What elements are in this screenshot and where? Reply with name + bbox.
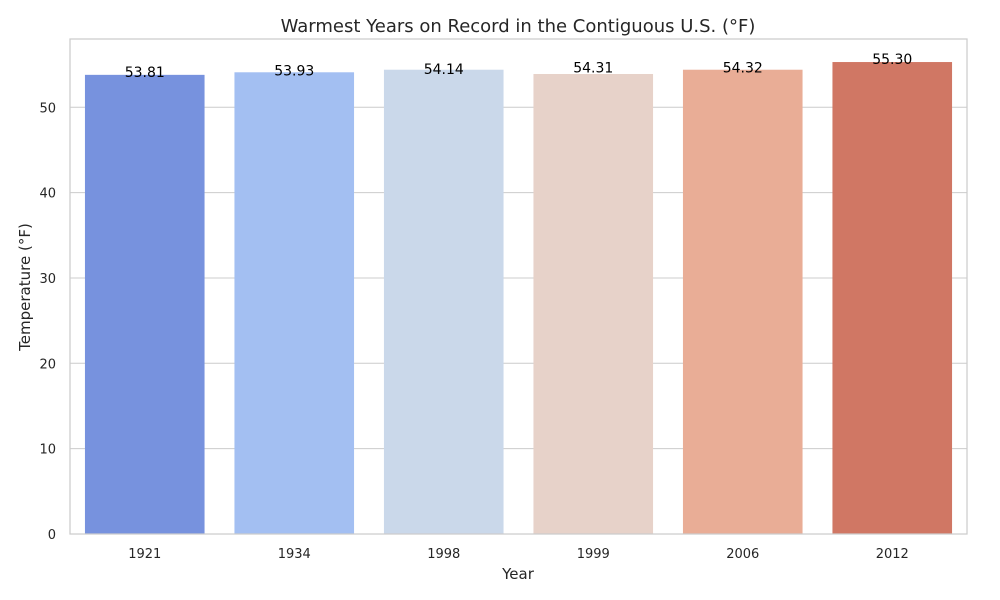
x-tick-label: 1934	[278, 547, 311, 562]
value-label: 53.81	[125, 65, 165, 81]
value-label: 54.32	[723, 60, 763, 76]
bars	[84, 62, 953, 535]
bar-1934	[234, 72, 355, 534]
x-tick-labels: 1921 1934 1998 1999 2006 2012	[128, 547, 909, 562]
x-tick-label: 1999	[577, 547, 610, 562]
chart-title: Warmest Years on Record in the Contiguou…	[281, 16, 756, 37]
x-tick-label: 2006	[726, 547, 759, 562]
x-tick-label: 1921	[128, 547, 161, 562]
bar-2006	[682, 69, 803, 535]
y-tick-label: 0	[48, 528, 56, 543]
value-label: 53.93	[274, 64, 314, 80]
y-axis-label: Temperature (°F)	[16, 223, 34, 352]
bar-1999	[533, 73, 654, 534]
value-label: 54.31	[573, 60, 613, 76]
y-tick-label: 30	[39, 272, 56, 287]
y-tick-label: 20	[39, 357, 56, 372]
bar-1998	[383, 69, 504, 535]
bar-2012	[832, 62, 953, 535]
value-label: 54.14	[424, 62, 464, 78]
x-tick-label: 1998	[427, 547, 460, 562]
value-label: 55.30	[872, 52, 912, 68]
y-tick-label: 50	[39, 101, 56, 116]
value-labels: 53.81 53.93 54.14 54.31 54.32 55.30	[125, 52, 913, 81]
plot-frame	[69, 38, 968, 535]
y-tick-labels: 0 10 20 30 40 50	[39, 101, 56, 543]
y-tick-label: 40	[39, 187, 56, 202]
x-tick-label: 2012	[876, 547, 909, 562]
y-tick-label: 10	[39, 443, 56, 458]
bar-1921	[84, 74, 205, 535]
x-axis-label: Year	[501, 565, 535, 583]
